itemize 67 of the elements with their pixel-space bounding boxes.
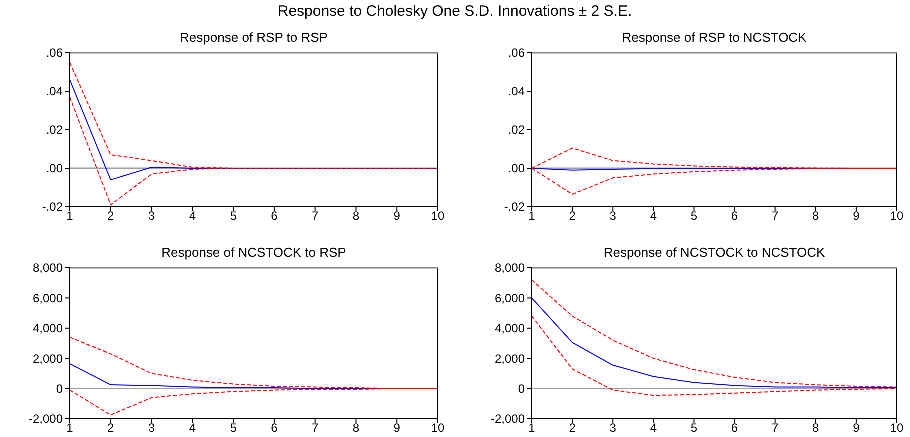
x-tick-label: 2 bbox=[108, 209, 115, 223]
y-tick-label: -2,000 bbox=[490, 412, 526, 426]
x-tick-label: 7 bbox=[772, 209, 779, 223]
x-tick-label: 6 bbox=[271, 209, 278, 223]
x-tick-label: 7 bbox=[312, 421, 319, 435]
chart-title: Response of RSP to NCSTOCK bbox=[622, 30, 808, 45]
x-tick-label: 6 bbox=[271, 421, 278, 435]
chart-title: Response of RSP to RSP bbox=[180, 30, 328, 45]
y-tick-label: .06 bbox=[508, 46, 526, 60]
x-tick-label: 9 bbox=[853, 209, 860, 223]
y-tick-label: .06 bbox=[46, 46, 64, 60]
x-tick-label: 1 bbox=[528, 209, 536, 223]
x-tick-label: 1 bbox=[66, 421, 74, 435]
y-tick-label: .00 bbox=[508, 162, 526, 176]
y-tick-label: .04 bbox=[46, 84, 64, 99]
text: Response to Cholesky One S.D. Innovations ± 2 S.E. bbox=[278, 3, 632, 20]
x-tick-label: 8 bbox=[812, 421, 820, 435]
x-tick-label: 4 bbox=[189, 421, 196, 435]
x-tick-label: 2 bbox=[569, 421, 576, 435]
y-tick-label: 0 bbox=[56, 382, 64, 396]
x-tick-label: 6 bbox=[731, 209, 738, 223]
y-tick-label: -.02 bbox=[504, 200, 526, 214]
x-tick-label: 10 bbox=[431, 209, 445, 223]
y-tick-label: -.02 bbox=[42, 200, 64, 214]
x-tick-label: 8 bbox=[812, 209, 820, 223]
y-tick-label: 8,000 bbox=[494, 261, 526, 276]
y-tick-label: 6,000 bbox=[32, 291, 64, 306]
x-tick-label: 3 bbox=[148, 421, 156, 435]
x-tick-label: 3 bbox=[610, 209, 617, 223]
x-tick-label: 2 bbox=[108, 421, 115, 435]
chart-title: Response of NCSTOCK to NCSTOCK bbox=[604, 245, 826, 260]
x-tick-label: 5 bbox=[230, 421, 238, 435]
y-tick-label: 2,000 bbox=[494, 352, 526, 366]
x-tick-label: 1 bbox=[528, 421, 536, 435]
x-tick-label: 2 bbox=[569, 209, 576, 223]
x-tick-label: 5 bbox=[230, 209, 238, 223]
y-tick-label: 2,000 bbox=[32, 352, 64, 366]
y-tick-label: 6,000 bbox=[494, 291, 526, 306]
y-tick-label: .02 bbox=[46, 123, 64, 138]
x-tick-label: 6 bbox=[731, 421, 738, 435]
chart-title: Response of NCSTOCK to RSP bbox=[162, 245, 346, 260]
x-tick-label: 3 bbox=[610, 421, 617, 435]
x-tick-label: 5 bbox=[690, 421, 698, 435]
y-tick-label: 8,000 bbox=[32, 261, 64, 276]
y-tick-label: 0 bbox=[518, 382, 526, 396]
x-tick-label: 4 bbox=[650, 209, 658, 223]
x-tick-label: 1 bbox=[66, 209, 74, 223]
y-tick-label: 4,000 bbox=[32, 322, 64, 336]
x-tick-label: 5 bbox=[690, 209, 698, 223]
x-tick-label: 9 bbox=[394, 421, 401, 435]
x-tick-label: 7 bbox=[312, 209, 319, 223]
x-tick-label: 7 bbox=[772, 421, 779, 435]
y-tick-label: .04 bbox=[508, 84, 526, 99]
x-tick-label: 9 bbox=[394, 209, 401, 223]
x-tick-label: 3 bbox=[148, 209, 156, 223]
x-tick-label: 10 bbox=[890, 421, 904, 435]
x-tick-label: 8 bbox=[352, 209, 360, 223]
y-tick-label: .00 bbox=[46, 162, 64, 176]
x-tick-label: 4 bbox=[189, 209, 196, 223]
x-tick-label: 10 bbox=[890, 209, 904, 223]
x-tick-label: 4 bbox=[650, 421, 658, 435]
x-tick-label: 10 bbox=[431, 421, 445, 435]
y-tick-label: -2,000 bbox=[28, 412, 64, 426]
y-tick-label: .02 bbox=[508, 123, 526, 138]
x-tick-label: 9 bbox=[853, 421, 860, 435]
x-tick-label: 8 bbox=[352, 421, 360, 435]
y-tick-label: 4,000 bbox=[494, 322, 526, 336]
